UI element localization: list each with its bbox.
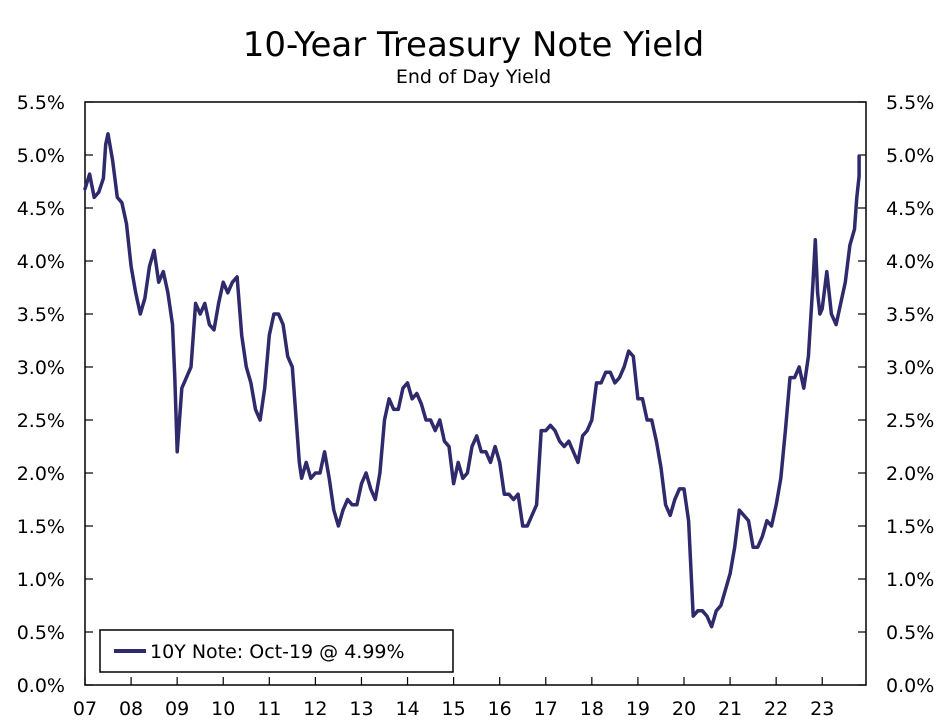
- right-y-axis: 0.0% 0.5% 1.0% 1.5% 2.0% 2.5% 3.0% 3.5% 4.0% 4.5%…: [858, 92, 934, 697]
- x-tick-label: 10: [211, 698, 235, 720]
- y-tick-label-right: 3.5%: [886, 304, 934, 326]
- y-tick-label-right: 0.0%: [886, 675, 934, 697]
- x-tick-label: 20: [672, 698, 696, 720]
- x-tick-label: 07: [73, 698, 97, 720]
- x-tick-label: 13: [349, 698, 373, 720]
- legend: 10Y Note: Oct-19 @ 4.99%: [99, 629, 454, 673]
- x-tick-label: 19: [626, 698, 650, 720]
- y-tick-label-left: 1.5%: [17, 516, 65, 538]
- x-tick-label: 23: [810, 698, 834, 720]
- y-tick-label-left: 4.0%: [17, 251, 65, 273]
- y-tick-label-left: 1.0%: [17, 569, 65, 591]
- y-tick-label-left: 0.5%: [17, 622, 65, 644]
- y-tick-label-left: 3.5%: [17, 304, 65, 326]
- y-tick-label-left: 2.0%: [17, 463, 65, 485]
- y-tick-label-left: 4.5%: [17, 198, 65, 220]
- x-tick-label: 21: [718, 698, 742, 720]
- y-tick-label-left: 3.0%: [17, 357, 65, 379]
- y-tick-label-right: 5.5%: [886, 92, 934, 114]
- series-line-10y-note: [83, 132, 861, 629]
- y-tick-label-right: 5.0%: [886, 145, 934, 167]
- x-tick-label: 14: [395, 698, 419, 720]
- y-tick-label-left: 5.0%: [17, 145, 65, 167]
- x-axis: 07 08 09 10 11 12 13 14 15 16 17 18 19 20 21 22 23: [73, 677, 834, 720]
- x-tick-label: 15: [442, 698, 466, 720]
- y-tick-label-right: 4.0%: [886, 251, 934, 273]
- y-tick-label-left: 0.0%: [17, 675, 65, 697]
- chart-title: 10-Year Treasury Note Yield: [243, 25, 704, 65]
- y-tick-label-right: 1.5%: [886, 516, 934, 538]
- y-tick-label-right: 0.5%: [886, 622, 934, 644]
- x-tick-label: 12: [303, 698, 327, 720]
- y-tick-label-right: 1.0%: [886, 569, 934, 591]
- legend-label: 10Y Note: Oct-19 @ 4.99%: [150, 641, 405, 663]
- plot-frame: [84, 101, 867, 686]
- y-tick-label-right: 3.0%: [886, 357, 934, 379]
- legend-box: [99, 629, 454, 673]
- y-tick-label-left: 5.5%: [17, 92, 65, 114]
- x-tick-label: 16: [488, 698, 512, 720]
- series-layer: [83, 132, 861, 629]
- chart-subtitle: End of Day Yield: [396, 66, 551, 88]
- x-tick-label: 09: [165, 698, 189, 720]
- x-tick-label: 17: [534, 698, 558, 720]
- y-tick-label-left: 2.5%: [17, 410, 65, 432]
- left-y-axis: 0.0% 0.5% 1.0% 1.5% 2.0% 2.5% 3.0% 3.5% 4.0% 4.5%…: [17, 92, 93, 697]
- y-tick-label-right: 4.5%: [886, 198, 934, 220]
- x-tick-label: 18: [580, 698, 604, 720]
- x-tick-label: 22: [764, 698, 788, 720]
- y-tick-label-right: 2.5%: [886, 410, 934, 432]
- x-tick-label: 11: [257, 698, 281, 720]
- y-tick-label-right: 2.0%: [886, 463, 934, 485]
- plot-axes: [84, 101, 867, 686]
- x-tick-label: 08: [119, 698, 143, 720]
